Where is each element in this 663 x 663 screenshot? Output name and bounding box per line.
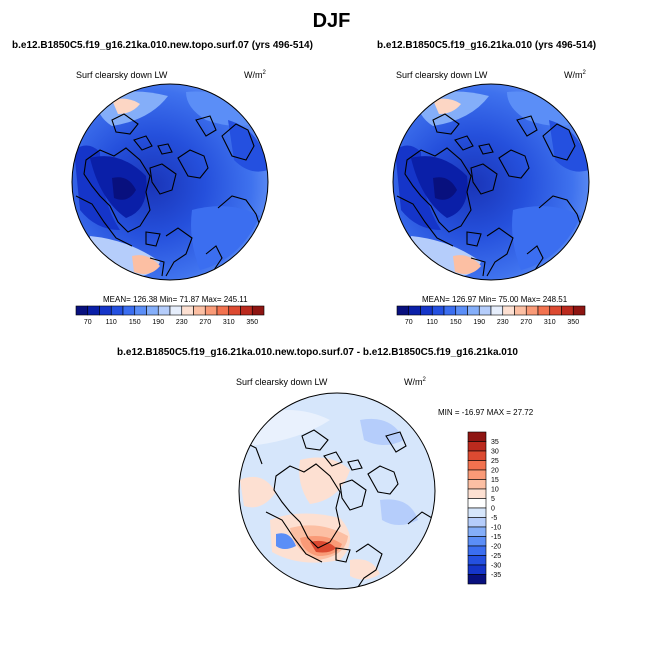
colorbar-tick-label: 35 bbox=[491, 439, 499, 446]
colorbar-swatch bbox=[467, 507, 487, 518]
colorbar-swatch bbox=[467, 526, 487, 537]
colorbar-swatch bbox=[204, 305, 218, 316]
colorbar-swatch bbox=[251, 305, 265, 316]
colorbar-tick-label: 230 bbox=[176, 319, 188, 326]
colorbar-swatch bbox=[169, 305, 183, 316]
colorbar-swatch bbox=[240, 305, 253, 316]
colorbar-panel-3: 35 30 25 20 15 10 5 0 -5 -10 -15 -20 -25 -30 -35 bbox=[467, 431, 501, 585]
colorbar-swatch bbox=[467, 479, 487, 490]
colorbar-swatch bbox=[525, 305, 539, 316]
colorbar-swatch bbox=[478, 305, 492, 316]
colorbar-swatch bbox=[572, 305, 586, 316]
colorbar-swatch bbox=[467, 517, 487, 528]
panel-3-stats: MIN = -16.97 MAX = 27.72 bbox=[438, 408, 534, 417]
colorbar-swatch bbox=[490, 305, 504, 316]
colorbar-tick-label: 70 bbox=[84, 319, 92, 326]
colorbar-swatch bbox=[561, 305, 574, 316]
colorbar-swatch bbox=[193, 305, 206, 316]
colorbar-tick-label: 310 bbox=[223, 319, 235, 326]
colorbar-swatch bbox=[443, 305, 457, 316]
panel-3-variable: Surf clearsky down LW bbox=[236, 377, 328, 387]
colorbar-swatch bbox=[134, 305, 147, 316]
colorbar-tick-label: 350 bbox=[567, 319, 579, 326]
colorbar-swatch bbox=[467, 574, 487, 585]
colorbar-swatch bbox=[467, 488, 487, 499]
colorbar-swatch bbox=[99, 305, 112, 316]
map-panel-2 bbox=[392, 83, 590, 281]
colorbar-swatch bbox=[87, 305, 100, 316]
colorbar-tick-label: 25 bbox=[491, 458, 499, 465]
colorbar-tick-label: -5 bbox=[491, 515, 497, 522]
colorbar-tick-label: 15 bbox=[491, 477, 499, 484]
panel-1-stats: MEAN= 126.38 Min= 71.87 Max= 245.11 bbox=[103, 295, 248, 304]
panel-2-units: W/m2 bbox=[564, 70, 586, 80]
colorbar-tick-label: 150 bbox=[129, 319, 141, 326]
colorbar-swatch bbox=[537, 305, 551, 316]
panel-2-stats: MEAN= 126.97 Min= 75.00 Max= 248.51 bbox=[422, 295, 568, 304]
panel-1-units: W/m2 bbox=[244, 70, 266, 80]
panel-3-title: b.e12.B1850C5.f19_g16.21ka.010.new.topo.… bbox=[117, 347, 518, 358]
colorbar-swatch bbox=[467, 498, 487, 509]
colorbar-tick-label: 10 bbox=[491, 487, 499, 494]
colorbar-swatch bbox=[396, 305, 410, 316]
colorbar-panel-2: 70 110 150 190 230 270 310 350 bbox=[396, 305, 586, 326]
panel-1-title: b.e12.B1850C5.f19_g16.21ka.010.new.topo.… bbox=[12, 40, 313, 51]
colorbar-tick-label: -35 bbox=[491, 572, 501, 579]
colorbar-swatch bbox=[514, 305, 527, 316]
colorbar-tick-label: 110 bbox=[106, 319, 117, 326]
colorbar-swatch bbox=[181, 305, 194, 316]
colorbar-swatch bbox=[467, 469, 487, 480]
map-panel-1 bbox=[71, 83, 269, 281]
colorbar-swatch bbox=[467, 431, 487, 442]
colorbar-swatch bbox=[408, 305, 421, 316]
colorbar-tick-label: 190 bbox=[152, 319, 164, 326]
colorbar-swatch bbox=[467, 305, 480, 316]
colorbar-swatch bbox=[467, 564, 487, 575]
colorbar-swatch bbox=[228, 305, 241, 316]
map-panel-3 bbox=[238, 392, 436, 590]
colorbar-swatch bbox=[455, 305, 468, 316]
colorbar-swatch bbox=[549, 305, 562, 316]
colorbar-swatch bbox=[502, 305, 515, 316]
colorbar-tick-label: 230 bbox=[497, 319, 509, 326]
colorbar-tick-label: 310 bbox=[544, 319, 556, 326]
colorbar-tick-label: 350 bbox=[246, 319, 258, 326]
colorbar-tick-label: 190 bbox=[473, 319, 485, 326]
colorbar-tick-label: -30 bbox=[491, 563, 501, 570]
colorbar-tick-label: -20 bbox=[491, 544, 501, 551]
colorbar-swatch bbox=[420, 305, 433, 316]
colorbar-panel-1: 70 110 150 190 230 270 310 350 bbox=[75, 305, 265, 326]
colorbar-tick-label: 270 bbox=[199, 319, 211, 326]
colorbar-swatch bbox=[467, 441, 487, 452]
colorbar-swatch bbox=[467, 536, 487, 547]
colorbar-swatch bbox=[122, 305, 136, 316]
colorbar-swatch bbox=[467, 460, 487, 471]
colorbar-tick-label: 70 bbox=[405, 319, 413, 326]
colorbar-tick-label: 0 bbox=[491, 506, 495, 513]
colorbar-tick-label: 30 bbox=[491, 449, 499, 456]
figure-title: DJF bbox=[312, 10, 351, 32]
colorbar-swatch bbox=[157, 305, 171, 316]
colorbar-swatch bbox=[467, 555, 487, 566]
panel-2-variable: Surf clearsky down LW bbox=[396, 70, 488, 80]
colorbar-swatch bbox=[467, 545, 487, 556]
colorbar-swatch bbox=[110, 305, 124, 316]
panel-2-title: b.e12.B1850C5.f19_g16.21ka.010 (yrs 496-… bbox=[377, 40, 597, 51]
colorbar-swatch bbox=[431, 305, 445, 316]
panel-1-variable: Surf clearsky down LW bbox=[76, 70, 168, 80]
panel-3-units: W/m2 bbox=[404, 377, 426, 387]
colorbar-tick-label: 270 bbox=[520, 319, 532, 326]
colorbar-tick-label: -10 bbox=[491, 525, 501, 532]
colorbar-tick-label: 20 bbox=[491, 468, 499, 475]
colorbar-tick-label: 110 bbox=[427, 319, 438, 326]
colorbar-swatch bbox=[467, 450, 487, 461]
colorbar-swatch bbox=[75, 305, 89, 316]
colorbar-swatch bbox=[216, 305, 230, 316]
colorbar-swatch bbox=[146, 305, 159, 316]
colorbar-tick-label: -25 bbox=[491, 553, 501, 560]
colorbar-tick-label: -15 bbox=[491, 534, 501, 541]
colorbar-tick-label: 5 bbox=[491, 496, 495, 503]
colorbar-tick-label: 150 bbox=[450, 319, 462, 326]
